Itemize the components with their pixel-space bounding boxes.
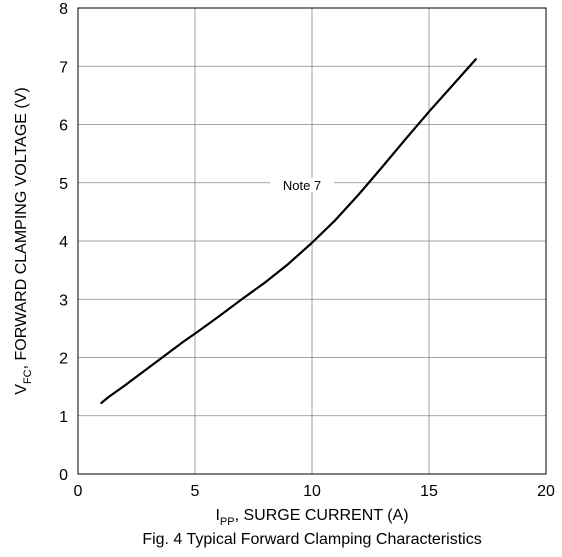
clamping-voltage-curve	[100, 58, 477, 405]
y-axis-label-sub: FC	[22, 369, 34, 384]
x-axis-label-main: I	[215, 507, 219, 524]
y-tick-label: 4	[59, 234, 68, 251]
y-tick-label: 0	[59, 467, 68, 484]
y-tick-label: 7	[59, 59, 68, 76]
x-axis-label: IPP, SURGE CURRENT (A)	[215, 507, 408, 528]
y-tick-label: 1	[59, 409, 68, 426]
y-tick-labels: 0 1 2 3 4 5 6 7 8	[59, 1, 68, 484]
x-tick-label: 15	[420, 483, 438, 500]
x-tick-label: 5	[191, 483, 200, 500]
plot-frame	[77, 7, 547, 475]
y-tick-label: 3	[59, 292, 68, 309]
y-axis-label-rest: , FORWARD CLAMPING VOLTAGE (V)	[13, 87, 30, 369]
figure-caption: Fig. 4 Typical Forward Clamping Characte…	[142, 531, 481, 548]
y-axis-label-main: V	[13, 384, 30, 395]
x-tick-label: 0	[74, 483, 83, 500]
x-tick-labels: 0 5 10 15 20	[74, 483, 555, 500]
y-tick-label: 6	[59, 118, 68, 135]
y-tick-label: 5	[59, 176, 68, 193]
x-tick-label: 20	[537, 483, 555, 500]
x-tick-label: 10	[303, 483, 321, 500]
y-tick-label: 8	[59, 1, 68, 18]
y-axis-label: VFC, FORWARD CLAMPING VOLTAGE (V)	[13, 87, 34, 394]
x-axis-label-rest: , SURGE CURRENT (A)	[235, 507, 409, 524]
note-label-background	[270, 178, 334, 192]
note-annotation: Note 7	[270, 178, 334, 193]
y-tick-label: 2	[59, 351, 68, 368]
note-label: Note 7	[283, 178, 321, 193]
grid-lines	[78, 8, 546, 474]
x-axis-label-sub: PP	[220, 516, 235, 528]
